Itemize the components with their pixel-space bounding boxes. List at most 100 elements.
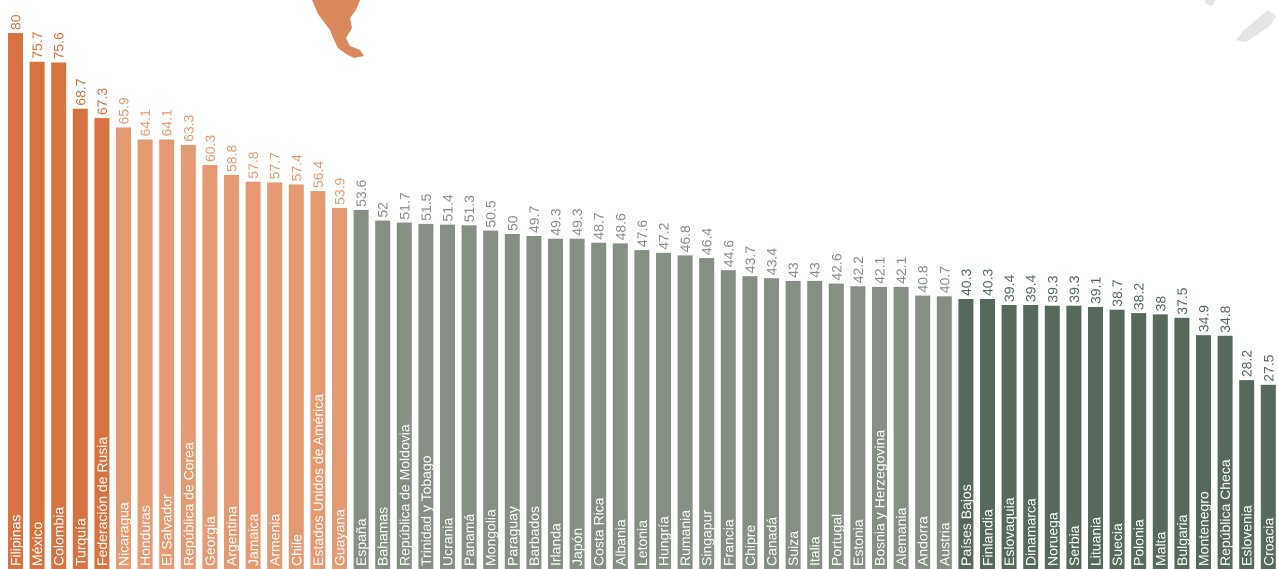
category-label: Armenia xyxy=(267,514,283,566)
category-label: Suiza xyxy=(785,531,801,566)
category-label: Paraguay xyxy=(504,506,520,566)
value-label: 47.2 xyxy=(656,222,672,249)
category-label: Hungría xyxy=(656,516,672,566)
value-label: 49.3 xyxy=(548,208,564,235)
bar xyxy=(742,276,758,569)
map-fragment-new-zealand xyxy=(1236,10,1276,42)
bar xyxy=(526,236,542,569)
value-label: 42.1 xyxy=(872,256,888,283)
bar xyxy=(1109,309,1125,569)
bar xyxy=(288,184,304,569)
category-label: Estonia xyxy=(850,519,866,566)
category-label: Rumania xyxy=(677,510,693,566)
value-label: 49.3 xyxy=(569,208,585,235)
bar xyxy=(893,286,909,569)
category-label: Estados Unidos de América xyxy=(310,394,326,566)
bar xyxy=(310,191,326,569)
bar xyxy=(1131,313,1147,569)
bar xyxy=(396,222,412,569)
bar xyxy=(440,224,455,569)
value-label: 42.2 xyxy=(850,256,866,283)
category-label: Costa Rica xyxy=(591,497,607,566)
category-label: Canadá xyxy=(764,517,780,566)
value-label: 63.3 xyxy=(180,114,196,141)
category-label: Japón xyxy=(569,528,585,566)
category-label: España xyxy=(353,518,369,566)
bar xyxy=(1152,314,1168,569)
value-label: 75.6 xyxy=(51,32,67,59)
value-label: 75.7 xyxy=(29,31,45,58)
value-label: 51.4 xyxy=(440,194,456,221)
category-label: Colombia xyxy=(51,507,67,566)
category-label: Suecia xyxy=(1109,523,1125,566)
bar xyxy=(1088,307,1103,569)
value-label: 53.9 xyxy=(332,177,348,204)
bar xyxy=(72,108,88,569)
bar xyxy=(1196,335,1211,569)
bar xyxy=(332,207,347,569)
bar xyxy=(245,181,261,569)
map-fragment-south-america xyxy=(312,0,364,58)
value-label: 52 xyxy=(375,202,391,218)
category-label: Filipinas xyxy=(8,515,24,566)
bar xyxy=(1174,317,1190,569)
category-label: Montenegro xyxy=(1196,491,1212,566)
category-label: Andorra xyxy=(915,516,931,566)
value-label: 34.9 xyxy=(1196,305,1212,332)
value-label: 46.4 xyxy=(699,228,715,255)
category-label: Chile xyxy=(288,534,304,566)
bar xyxy=(850,286,866,569)
value-label: 46.8 xyxy=(677,225,693,252)
value-label: 50.5 xyxy=(483,200,499,227)
value-label: 28.2 xyxy=(1239,350,1255,377)
category-label: Bahamas xyxy=(375,507,391,566)
bar xyxy=(764,278,779,569)
value-label: 34.8 xyxy=(1217,305,1233,332)
value-label: 48.6 xyxy=(612,213,628,240)
value-label: 47.6 xyxy=(634,220,650,247)
bar xyxy=(483,230,499,569)
category-label: Dinamarca xyxy=(1023,498,1039,566)
value-label: 57.4 xyxy=(288,154,304,181)
bar xyxy=(8,33,23,569)
bar xyxy=(1239,380,1255,569)
value-label: 38.2 xyxy=(1131,283,1147,310)
value-labels-group: 80 75.7 75.6 68.7 67.3 65.9 64.1 64.1 63.3 60.3 58… xyxy=(8,14,1277,382)
bar xyxy=(224,175,239,569)
category-label: Lituania xyxy=(1088,517,1104,566)
bar xyxy=(872,286,887,569)
bar xyxy=(980,299,995,569)
category-label: Letonia xyxy=(634,520,650,566)
category-label: Polonia xyxy=(1131,519,1147,566)
category-label: Trinidad y Tobago xyxy=(418,455,434,566)
value-label: 58.8 xyxy=(224,145,240,172)
value-label: 43.4 xyxy=(764,248,780,275)
category-label: Argentina xyxy=(224,506,240,566)
category-label: Alemania xyxy=(893,507,909,566)
bar xyxy=(202,165,218,569)
value-label: 39.4 xyxy=(1023,275,1039,302)
bar xyxy=(51,62,67,569)
value-label: 48.7 xyxy=(591,212,607,239)
category-label: Federación de Rusia xyxy=(94,437,110,566)
value-label: 43.7 xyxy=(742,246,758,273)
value-label: 49.7 xyxy=(526,206,542,233)
category-label: Chipre xyxy=(742,525,758,566)
bar xyxy=(504,234,520,569)
value-label: 51.7 xyxy=(396,192,412,219)
bar xyxy=(591,242,607,569)
value-label: 50 xyxy=(504,215,520,231)
bar xyxy=(548,238,563,569)
bar xyxy=(634,250,650,569)
value-label: 38.7 xyxy=(1109,279,1125,306)
value-label: 68.7 xyxy=(72,78,88,105)
bar xyxy=(1023,305,1039,569)
category-label: Croacia xyxy=(1260,518,1276,566)
bar xyxy=(1066,305,1082,569)
category-label: Albania xyxy=(612,519,628,566)
value-label: 40.7 xyxy=(936,266,952,293)
value-label: 67.3 xyxy=(94,88,110,115)
value-label: 64.1 xyxy=(159,109,175,136)
bar xyxy=(612,243,628,569)
value-label: 40.8 xyxy=(915,265,931,292)
